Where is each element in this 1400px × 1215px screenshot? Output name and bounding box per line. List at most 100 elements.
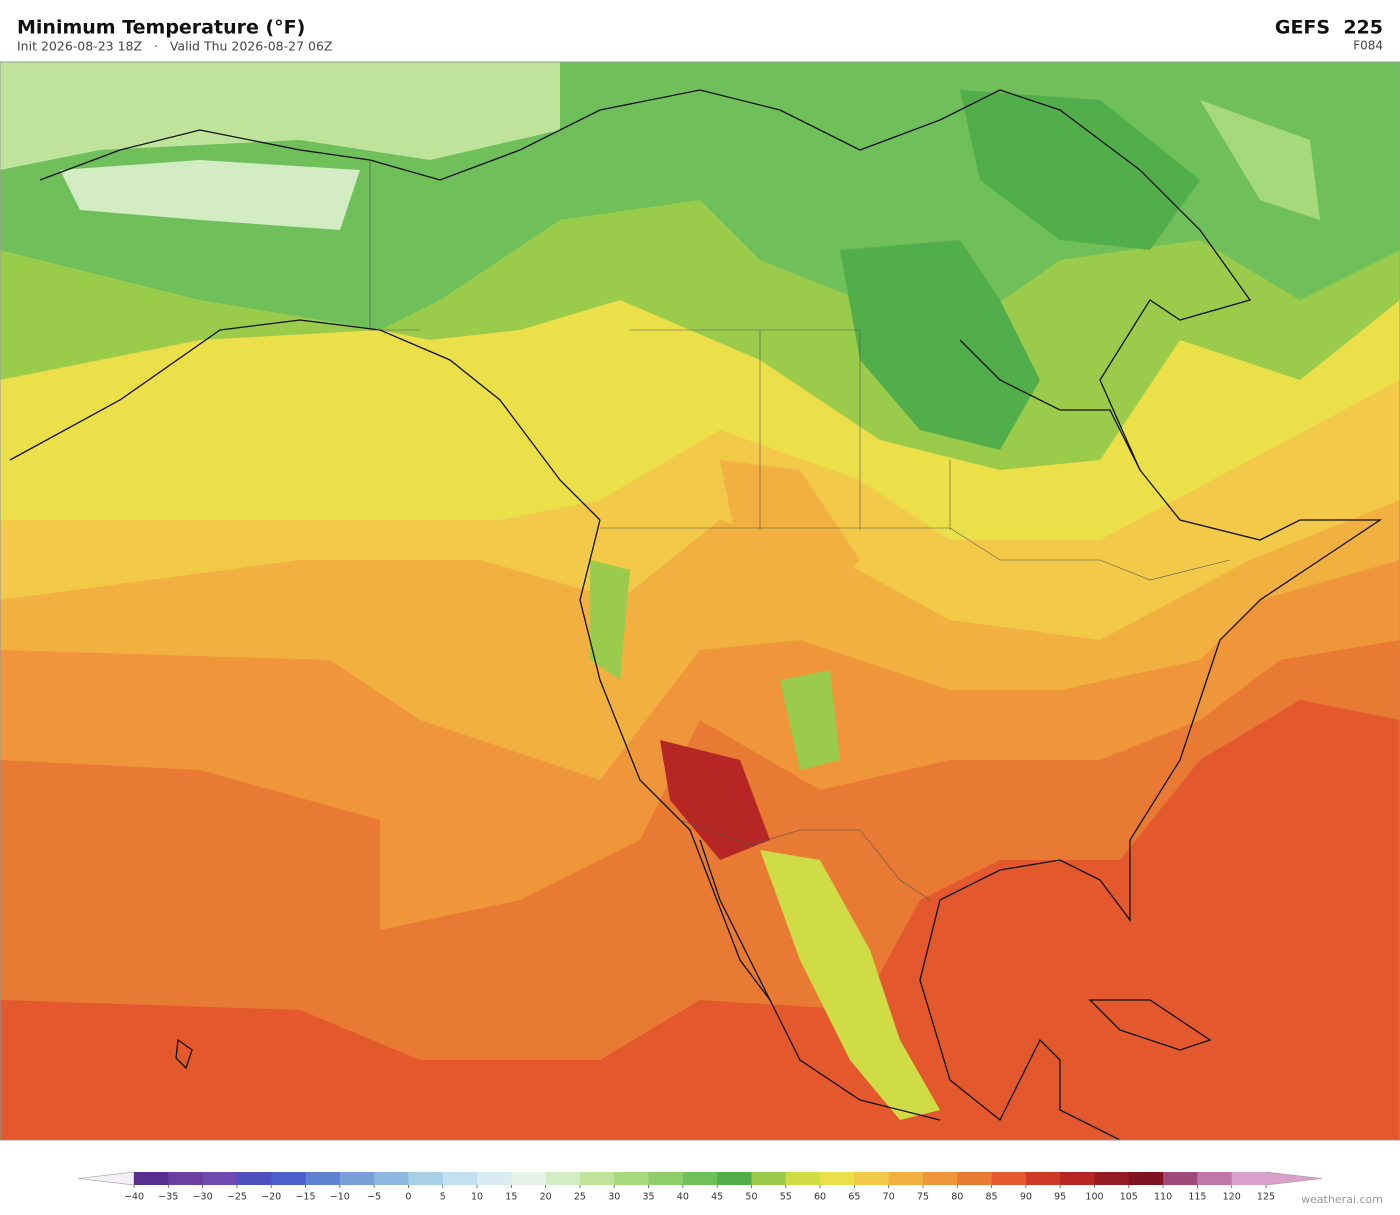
colorbar-tick-label: −25 — [227, 1192, 247, 1203]
colorbar: −40 −35 −30 −25 −20 −15 −10 −5 0 5 10 15 20 25 30 35 40 4… — [77, 1171, 1323, 1203]
colorbar-tick-label: 115 — [1188, 1192, 1206, 1203]
colorbar-segment — [1231, 1172, 1267, 1185]
watermark: weatherai.com — [1301, 1193, 1383, 1206]
coastline — [959, 339, 1141, 471]
colorbar-tick-label: 75 — [917, 1192, 929, 1203]
colorbar-segment — [202, 1172, 238, 1185]
temperature-field — [1200, 100, 1320, 220]
colorbar-segment — [1025, 1172, 1061, 1185]
colorbar-segment — [1060, 1172, 1095, 1185]
colorbar-tick-label: 100 — [1085, 1192, 1103, 1203]
colorbar-under — [77, 1171, 135, 1186]
colorbar-segment — [134, 1172, 169, 1185]
colorbar-segment — [854, 1172, 890, 1185]
colorbar-tick-label: 30 — [608, 1192, 620, 1203]
temperature-field — [60, 160, 360, 230]
colorbar-segment — [168, 1172, 204, 1185]
colorbar-tick-label: 5 — [440, 1192, 446, 1203]
colorbar-segment — [717, 1172, 752, 1185]
colorbar-tick-label: 70 — [883, 1192, 895, 1203]
coastline — [579, 519, 941, 1121]
colorbar-tick-label: 45 — [711, 1192, 723, 1203]
colorbar-tick-label: 10 — [471, 1192, 483, 1203]
model-label: GEFS 225 — [1275, 17, 1383, 39]
colorbar-tick-label: 95 — [1054, 1192, 1066, 1203]
colorbar-segment — [305, 1172, 341, 1185]
coastline — [1088, 999, 1212, 1051]
temperature-field — [660, 740, 770, 860]
colorbar-segment — [820, 1172, 855, 1185]
colorbar-tick-label: 20 — [540, 1192, 552, 1203]
border — [679, 819, 931, 901]
colorbar-segment — [1094, 1172, 1130, 1185]
colorbar-segment — [339, 1172, 375, 1185]
colorbar-segment — [271, 1172, 306, 1185]
subtitle: Init 2026-08-23 18Z · Valid Thu 2026-08-… — [17, 39, 333, 54]
temperature-field — [760, 850, 940, 1120]
colorbar-tick-label: 35 — [642, 1192, 654, 1203]
colorbar-tick-label: 25 — [574, 1192, 586, 1203]
colorbar-segment — [408, 1172, 444, 1185]
colorbar-tick-label: −30 — [193, 1192, 213, 1203]
colorbar-segment — [922, 1172, 958, 1185]
colorbar-tick-label: 120 — [1223, 1192, 1241, 1203]
colorbar-segment — [751, 1172, 787, 1185]
colorbar-tick-label: −35 — [158, 1192, 178, 1203]
colorbar-tick-label: −20 — [261, 1192, 281, 1203]
colorbar-segment — [991, 1172, 1027, 1185]
colorbar-tick-label: 15 — [505, 1192, 517, 1203]
borders — [369, 160, 1231, 901]
colorbar-tick-label: 80 — [951, 1192, 963, 1203]
temperature-field — [720, 460, 860, 600]
colorbar-over — [1265, 1171, 1323, 1186]
map-frame — [0, 61, 1400, 1141]
coastline — [39, 89, 1383, 1140]
colorbar-segment — [374, 1172, 409, 1185]
colorbar-segment — [785, 1172, 821, 1185]
colorbar-segment — [682, 1172, 718, 1185]
colorbar-tick-label: −15 — [295, 1192, 315, 1203]
colorbar-tick-label: 85 — [986, 1192, 998, 1203]
border — [369, 160, 420, 331]
colorbar-segment — [1163, 1172, 1198, 1185]
temperature-field — [840, 240, 1040, 450]
colorbar-tick-label: 105 — [1120, 1192, 1138, 1203]
colorbar-segment — [442, 1172, 478, 1185]
coastline — [175, 1038, 193, 1070]
colorbar-tick-label: 125 — [1257, 1192, 1275, 1203]
forecast-hour: F084 — [1353, 39, 1383, 53]
colorbar-tick-label: 90 — [1020, 1192, 1032, 1203]
colorbar-tick-label: −5 — [367, 1192, 381, 1203]
colorbar-segment — [888, 1172, 924, 1185]
temperature-field — [590, 560, 630, 680]
colorbar-segment — [545, 1172, 581, 1185]
map — [0, 62, 1400, 1140]
coastline — [699, 839, 771, 1001]
colorbar-segment — [1128, 1172, 1164, 1185]
temperature-field — [0, 62, 560, 170]
colorbar-segment — [236, 1172, 272, 1185]
colorbar-segment — [477, 1172, 512, 1185]
colorbar-tick-label: −10 — [330, 1192, 350, 1203]
colorbar-tick-label: 110 — [1154, 1192, 1172, 1203]
colorbar-segment — [957, 1172, 992, 1185]
colorbar-tick-label: 65 — [848, 1192, 860, 1203]
temperature-field — [780, 670, 840, 770]
colorbar-segment — [579, 1172, 615, 1185]
colorbar-segment — [1197, 1172, 1233, 1185]
colorbar-segment — [511, 1172, 547, 1185]
temperature-field — [960, 90, 1200, 250]
colorbar-tick-label: −40 — [124, 1192, 144, 1203]
colorbar-tick-label: 50 — [745, 1192, 757, 1203]
colorbar-tick-label: 0 — [405, 1192, 411, 1203]
border — [600, 527, 1231, 581]
colorbar-segment — [648, 1172, 684, 1185]
border — [630, 329, 951, 530]
colorbar-tick-label: 55 — [780, 1192, 792, 1203]
colorbar-tick-label: 60 — [814, 1192, 826, 1203]
title: Minimum Temperature (°F) — [17, 17, 305, 39]
colorbar-segment — [614, 1172, 649, 1185]
colorbar-tick-label: 40 — [677, 1192, 689, 1203]
